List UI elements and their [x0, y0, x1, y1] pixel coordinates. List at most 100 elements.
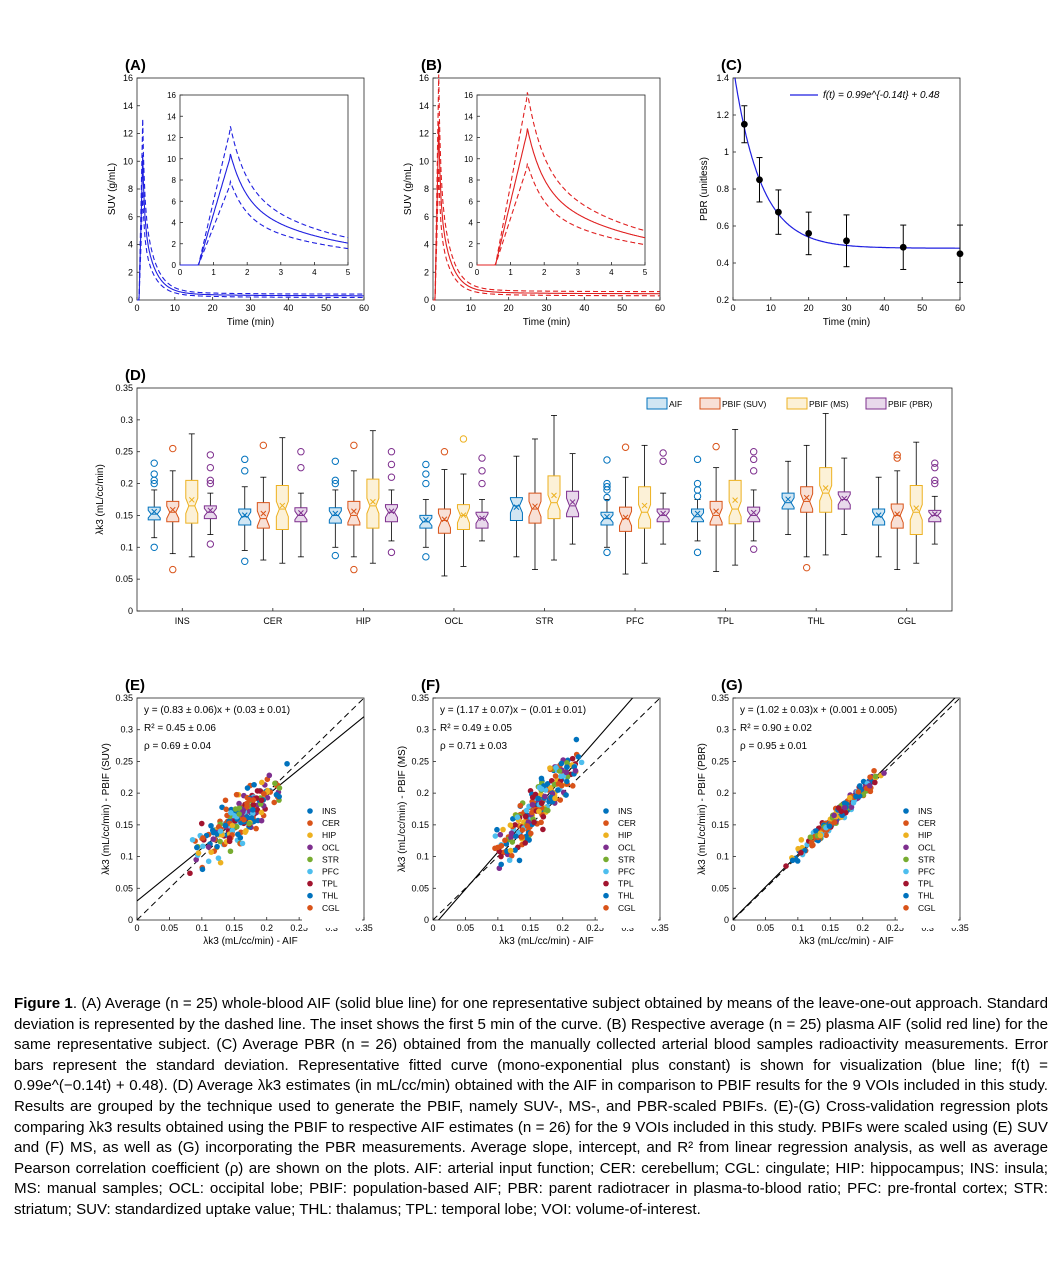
panel-e-data-point: [276, 785, 283, 791]
panel-b-sd-line: [433, 74, 660, 301]
panel-f-legend-label: PFC: [618, 867, 635, 877]
panel-e-data-point: [242, 829, 248, 835]
panel-b-ytick-label: 2: [424, 267, 429, 277]
panel-d-outlier: [387, 448, 396, 456]
panel-d-box: [747, 506, 761, 523]
panel-d-mean-marker: [894, 511, 901, 518]
panel-g-xtick-label: 0.15: [822, 923, 840, 933]
panel-c-data-point: [756, 176, 763, 184]
panel-b-inset-mean-line: [477, 128, 646, 266]
panel-d-outlier: [422, 553, 430, 561]
panel-c-xtick-label: 10: [766, 303, 776, 313]
panel-g-legend-label: PFC: [918, 867, 935, 877]
panel-f-data-point: [516, 857, 523, 864]
panel-e-annotation: ρ = 0.69 ± 0.04: [144, 741, 211, 752]
panel-g-legend-marker: [903, 808, 909, 814]
panel-b-xtick-label: 10: [466, 303, 476, 313]
panel-g-identity-line: [733, 698, 960, 920]
panel-d-box: [384, 504, 398, 523]
panel-d-mean-marker: [641, 502, 648, 509]
panel-d-box: [819, 467, 833, 513]
panel-g-ytick-label: 0.25: [711, 756, 729, 766]
panel-e-data-point: [229, 827, 236, 834]
panel-d-box: [638, 486, 652, 529]
panel-e-data-point: [193, 856, 199, 863]
panel-g-data-point: [783, 863, 789, 869]
panel-d-mean-marker: [931, 511, 938, 518]
panel-g-legend-label: INS: [918, 806, 933, 816]
panel-e-xlabel: λk3 (mL/cc/min) - AIF: [203, 936, 297, 947]
panel-g-data-point: [846, 794, 853, 801]
panel-e-xtick-label: 0.2: [260, 923, 273, 933]
panel-b-inset-sd-line: [477, 163, 646, 266]
panel-c-legend-label: f(t) = 0.99e^{-0.14t} + 0.48: [823, 90, 940, 101]
panel-d-mean-marker: [569, 499, 576, 505]
panel-a-sd-line: [137, 191, 364, 301]
panel-d-mean-marker: [460, 512, 467, 518]
panel-c-data-point: [805, 230, 813, 237]
panel-a-ytick-label: 8: [128, 184, 133, 194]
panel-e-data-point: [271, 799, 278, 806]
panel-f-data-point: [506, 857, 513, 864]
panel-e-data-point: [205, 844, 212, 850]
panel-d-box: [709, 500, 723, 526]
panel-e-legend-label: STR: [322, 854, 339, 864]
panel-d-box: [909, 484, 923, 536]
panel-b-inset-xtick-label: 0: [475, 268, 480, 277]
panel-f-legend-label: HIP: [618, 830, 633, 840]
panel-g-legend-marker: [903, 820, 909, 826]
panel-d-outlier: [422, 460, 430, 469]
panel-a-inset-ytick-label: 4: [172, 219, 177, 228]
panel-d-mean-marker: [260, 510, 267, 517]
panel-b-ylabel: SUV (g/mL): [403, 163, 414, 215]
panel-d-outlier: [387, 460, 396, 469]
panel-g-legend-marker: [903, 892, 909, 899]
panel-e-identity-line: [137, 698, 364, 920]
panel-f-data-point: [507, 822, 514, 829]
panel-e-data-point: [195, 850, 202, 856]
panel-d-mean-marker: [803, 494, 810, 501]
panel-f-xtick-label: 0.1: [492, 923, 505, 933]
panel-d-category-label: HIP: [356, 616, 371, 626]
panel-e-legend-marker: [307, 905, 313, 911]
panel-g-data-point: [807, 834, 814, 840]
panel-d-mean-marker: [388, 508, 395, 515]
panel-e-ylabel: λk3 (mL/cc/min) - PBIF (SUV): [101, 743, 112, 875]
panel-e-data-point: [194, 844, 200, 851]
panel-d-outlier: [331, 476, 340, 485]
panel-b-inset-ytick-label: 10: [464, 155, 473, 164]
panel-b-inset-ytick-label: 8: [469, 176, 474, 185]
panel-e-data-point: [216, 824, 222, 830]
panel-e-xtick-label: 0.1: [196, 923, 209, 933]
panel-d-mean-marker: [370, 498, 376, 505]
panel-g-legend-label: CGL: [918, 903, 936, 913]
panel-e-data-point: [241, 816, 247, 823]
panel-g-legend-marker: [903, 905, 909, 911]
panel-d-axes-box: [136, 387, 953, 612]
panel-d-outlier: [331, 457, 340, 465]
panel-e-xtick-label: 0.35: [355, 923, 373, 933]
panel-b-inset-xtick-label: 2: [542, 268, 547, 277]
panel-g-ytick-label: 0.2: [716, 788, 729, 798]
panel-f-data-point: [512, 822, 518, 828]
panel-b-inset-ytick-label: 12: [464, 134, 473, 143]
panel-c-ytick-label: 1.4: [716, 73, 729, 83]
panel-g-data-point: [871, 767, 877, 774]
panel-d-outlier: [802, 563, 811, 572]
panel-g-ytick-label: 0.15: [711, 820, 729, 830]
panel-d-box: [509, 497, 523, 522]
panel-a-panel-label: (A): [125, 57, 146, 74]
panel-e-data-point: [200, 835, 206, 841]
panel-f-data-point: [555, 787, 561, 793]
panel-g-data-point: [881, 770, 887, 776]
panel-f-legend-marker: [603, 856, 609, 863]
panel-f-legend-marker: [603, 892, 609, 899]
panel-d-outlier: [169, 444, 177, 453]
panel-a-xtick-label: 40: [283, 303, 293, 313]
panel-d-mean-marker: [279, 502, 286, 509]
panel-f-data-point: [492, 833, 499, 839]
panel-e-ytick-label: 0.05: [115, 883, 133, 893]
panel-f-legend-marker: [603, 905, 609, 911]
panel-e-data-point: [258, 797, 265, 804]
panel-f-xtick-label: 0.15: [522, 923, 540, 933]
